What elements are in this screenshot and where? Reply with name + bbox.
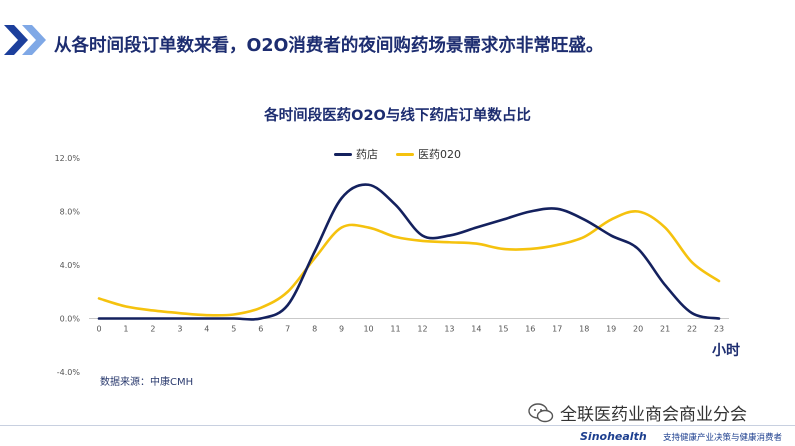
x-tick-label: 8 — [312, 325, 317, 334]
x-tick-label: 4 — [204, 325, 209, 334]
series-line-o2o — [97, 209, 721, 317]
x-tick-label: 5 — [231, 325, 236, 334]
legend-swatch-pharmacy — [334, 152, 352, 156]
x-tick-label: 6 — [258, 325, 263, 334]
title-chevron-icon — [4, 25, 46, 55]
x-tick-label: 7 — [285, 325, 290, 334]
x-tick-label: 1 — [123, 325, 128, 334]
x-tick-label: 18 — [579, 325, 589, 334]
legend-label-o2o: 医药020 — [418, 148, 461, 161]
brand-logo-text: Sinohealth — [580, 430, 647, 443]
footer-divider — [0, 425, 795, 426]
x-tick-label: 22 — [687, 325, 697, 334]
legend-label-pharmacy: 药店 — [356, 148, 378, 161]
x-tick-label: 17 — [552, 325, 562, 334]
x-tick-label: 9 — [339, 325, 344, 334]
wechat-logo-icon — [528, 402, 554, 422]
x-tick-label: 10 — [363, 325, 373, 334]
x-tick-label: 21 — [660, 325, 670, 334]
y-tick-label: 4.0% — [60, 261, 81, 270]
legend-item-o2o: 医药020 — [396, 146, 461, 162]
x-tick-label: 20 — [633, 325, 643, 334]
x-tick-label: 14 — [471, 325, 481, 334]
x-tick-label: 16 — [525, 325, 535, 334]
x-tick-label: 3 — [177, 325, 182, 334]
x-tick-label: 0 — [96, 325, 101, 334]
x-tick-label: 23 — [714, 325, 724, 334]
x-tick-label: 19 — [606, 325, 616, 334]
x-axis-unit-label: 小时 — [712, 343, 740, 359]
page-headline: 从各时间段订单数来看，O2O消费者的夜间购药场景需求亦非常旺盛。 — [54, 36, 604, 56]
brand-tagline: 支持健康产业决策与健康消费者 — [663, 433, 783, 443]
watermark-text: 全联医药业商会商业分会 — [560, 405, 747, 425]
y-tick-label: 0.0% — [60, 315, 81, 324]
legend-item-pharmacy: 药店 — [334, 146, 378, 162]
x-tick-label: 15 — [498, 325, 508, 334]
chart-title: 各时间段医药O2O与线下药店订单数占比 — [264, 108, 531, 124]
legend-swatch-o2o — [396, 152, 414, 156]
footer-bar: Sinohealth 支持健康产业决策与健康消费者 — [0, 425, 795, 446]
y-tick-label: 8.0% — [60, 208, 81, 217]
x-tick-label: 11 — [390, 325, 400, 334]
chevron-light-shape — [22, 25, 46, 55]
chevron-dark-shape — [4, 25, 28, 55]
x-tick-label: 2 — [150, 325, 155, 334]
watermark: 全联医药业商会商业分会 — [528, 400, 747, 425]
series-line-pharmacy — [97, 183, 721, 321]
y-tick-label: 12.0% — [55, 154, 81, 163]
y-tick-label: -4.0% — [57, 368, 81, 377]
x-tick-label: 12 — [417, 325, 427, 334]
source-note: 数据来源：中康CMH — [100, 377, 194, 388]
chart-legend: 药店 医药020 — [0, 146, 795, 162]
x-tick-label: 13 — [444, 325, 454, 334]
